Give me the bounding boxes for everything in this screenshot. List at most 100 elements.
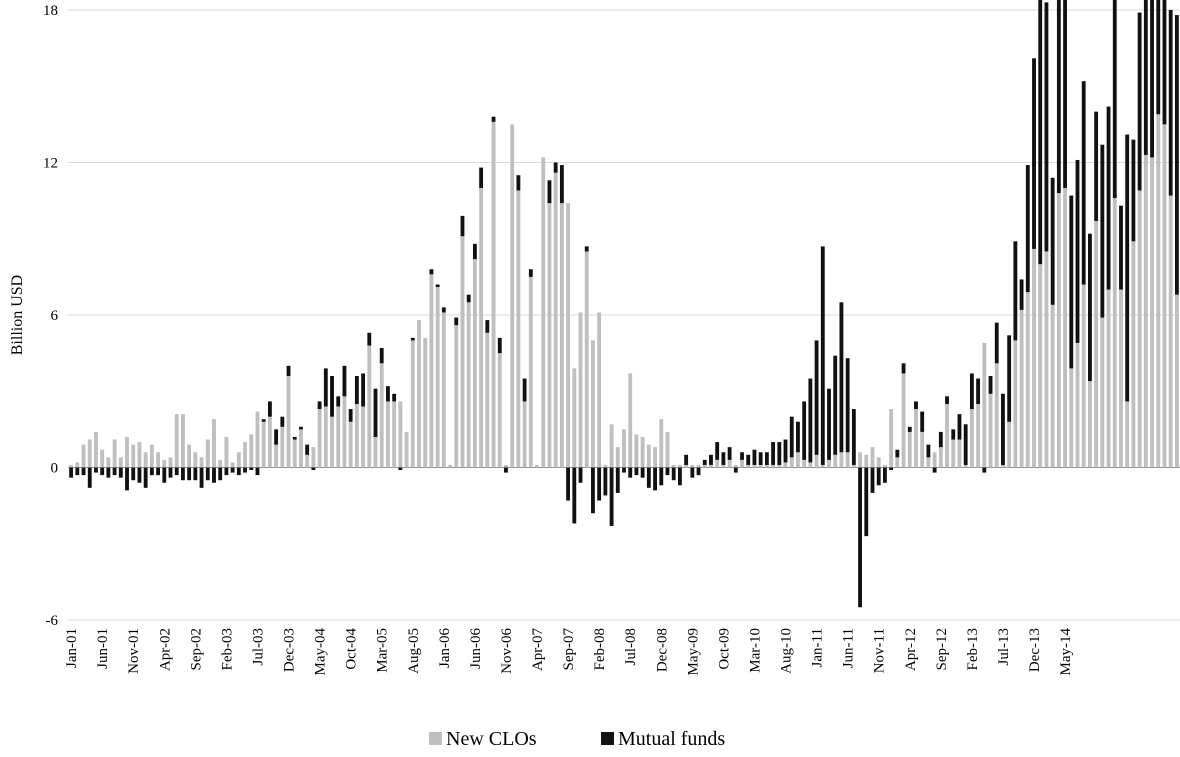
x-tick-label: Sep-12 [934, 628, 950, 671]
bar-new-clos [354, 403, 359, 468]
bar-mutual-funds [379, 348, 384, 364]
bar-mutual-funds [870, 467, 875, 493]
bar-mutual-funds [771, 442, 776, 465]
bar-new-clos [100, 449, 105, 468]
bar-mutual-funds [684, 454, 689, 465]
bar-mutual-funds [945, 396, 949, 404]
bar-new-clos [858, 452, 862, 468]
bar-new-clos [1007, 421, 1012, 468]
bar-mutual-funds [1112, 0, 1117, 199]
bar-new-clos [603, 464, 608, 468]
bar-mutual-funds [1143, 0, 1148, 155]
bar-mutual-funds [839, 302, 844, 453]
bar-mutual-funds [330, 376, 334, 417]
bar-mutual-funds [212, 467, 216, 483]
bar-new-clos [373, 437, 378, 468]
bar-mutual-funds [149, 467, 154, 476]
bar-new-clos [932, 452, 937, 468]
bar-new-clos [789, 457, 794, 468]
bar-new-clos [342, 396, 347, 468]
bar-new-clos [429, 274, 434, 468]
bar-new-clos [597, 312, 602, 468]
bar-new-clos [920, 431, 925, 468]
bar-mutual-funds [1044, 2, 1049, 252]
bar-new-clos [1094, 220, 1099, 468]
bar-mutual-funds [957, 414, 962, 440]
bar-new-clos [864, 454, 869, 468]
bar-mutual-funds [864, 467, 869, 537]
bar-new-clos [640, 437, 645, 468]
bar-mutual-funds [671, 467, 676, 481]
bar-mutual-funds [833, 355, 838, 455]
bar-mutual-funds [125, 467, 129, 491]
bar-new-clos [969, 409, 974, 468]
bar-new-clos [889, 409, 894, 468]
bar-new-clos [1125, 401, 1130, 468]
bar-mutual-funds [392, 393, 397, 402]
bar-mutual-funds [174, 467, 179, 476]
bar-new-clos [1106, 289, 1111, 468]
bar-mutual-funds [653, 467, 657, 491]
bar-mutual-funds [845, 358, 850, 453]
bar-new-clos [907, 431, 912, 468]
x-tick-label: Jan-06 [437, 628, 453, 668]
bar-mutual-funds [628, 467, 633, 478]
bar-new-clos [690, 464, 695, 468]
bar-new-clos [727, 459, 732, 468]
bar-mutual-funds [882, 467, 887, 483]
bar-mutual-funds [796, 421, 800, 453]
bar-new-clos [1075, 342, 1080, 468]
legend-swatch-mutual-funds [601, 732, 614, 745]
bar-new-clos [280, 426, 285, 468]
bar-mutual-funds [969, 373, 974, 410]
bar-new-clos [441, 312, 446, 468]
bar-new-clos [541, 157, 546, 468]
bar-new-clos [709, 464, 713, 468]
bar-mutual-funds [516, 175, 521, 191]
bar-new-clos [392, 401, 397, 468]
x-tick-label: Nov-11 [872, 628, 888, 673]
bar-mutual-funds [709, 454, 713, 465]
bar-new-clos [497, 353, 502, 468]
bar-mutual-funds [640, 467, 645, 478]
bar-new-clos [516, 190, 521, 468]
bar-new-clos [771, 464, 776, 468]
bar-mutual-funds [75, 467, 80, 476]
bar-new-clos [870, 447, 875, 468]
x-tick-label: Jan-01 [64, 628, 80, 668]
bar-new-clos [547, 203, 552, 468]
bar-new-clos [988, 393, 993, 468]
bar-mutual-funds [603, 467, 608, 496]
bar-new-clos [535, 464, 539, 468]
bar-new-clos [87, 439, 92, 468]
bar-mutual-funds [789, 416, 794, 458]
bar-new-clos [317, 409, 322, 468]
x-tick-label: Dec-03 [282, 628, 298, 672]
bar-new-clos [677, 464, 682, 468]
bar-mutual-funds [1007, 335, 1012, 422]
bar-mutual-funds [1025, 165, 1030, 293]
bar-mutual-funds [460, 215, 465, 237]
bar-mutual-funds [951, 429, 956, 440]
bar-new-clos [572, 368, 577, 468]
bar-mutual-funds [1156, 0, 1161, 115]
bar-mutual-funds [609, 467, 614, 526]
bar-mutual-funds [311, 467, 316, 471]
bar-new-clos [584, 251, 589, 468]
bar-mutual-funds [920, 411, 925, 432]
bar-new-clos [1112, 198, 1117, 468]
x-tick-label: Apr-02 [157, 628, 173, 671]
bar-new-clos [510, 124, 515, 468]
bar-new-clos [845, 452, 850, 468]
bar-mutual-funds [721, 452, 726, 465]
bar-mutual-funds [162, 467, 167, 483]
bar-new-clos [1143, 154, 1148, 468]
bar-new-clos [466, 302, 471, 468]
bar-new-clos [1081, 284, 1086, 468]
bar-mutual-funds [497, 337, 502, 354]
bar-new-clos [181, 414, 185, 468]
bar-new-clos [249, 434, 254, 468]
bar-mutual-funds [1081, 81, 1086, 285]
bar-new-clos [410, 340, 415, 468]
bar-mutual-funds [1094, 111, 1099, 221]
